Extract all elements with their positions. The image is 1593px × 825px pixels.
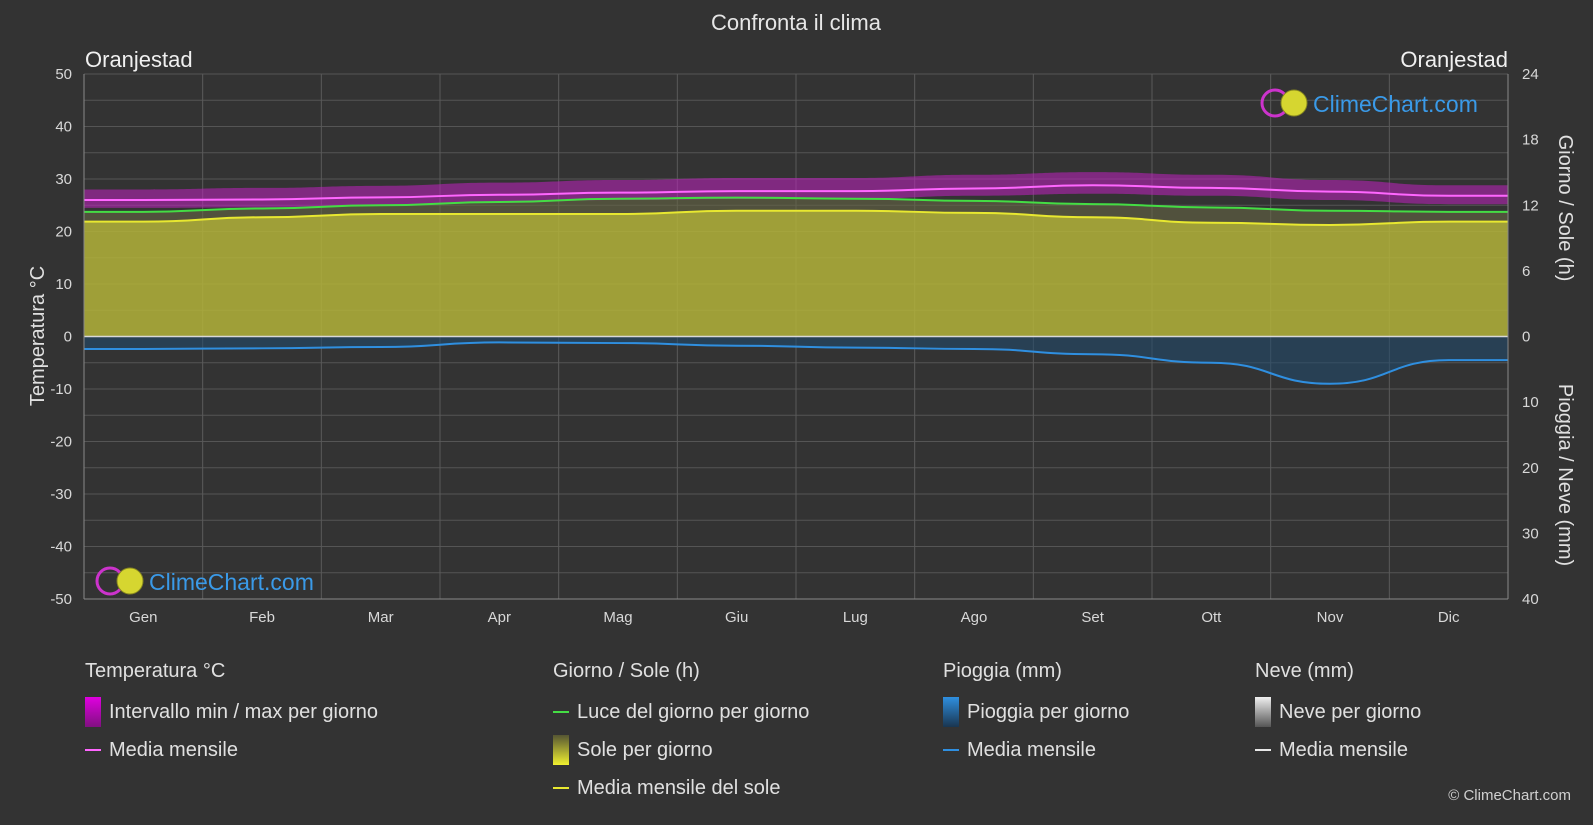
x-tick-label: Nov <box>1317 609 1344 626</box>
legend-rain-label: Pioggia per giorno <box>967 700 1130 723</box>
legend-rain-mean-label: Media mensile <box>967 738 1096 761</box>
y-right-bottom-tick-label: 30 <box>1522 525 1539 542</box>
temp-mean-line <box>84 184 1508 201</box>
legend-snow-mean-label: Media mensile <box>1279 738 1408 761</box>
rain-area <box>84 336 1508 384</box>
legend-temperature: Temperatura °C Intervallo min / max per … <box>85 660 378 773</box>
legend-temp-range: Intervallo min / max per giorno <box>85 697 378 727</box>
sunshine-swatch <box>553 735 569 765</box>
y-right-top-label: Giorno / Sole (h) <box>1554 135 1576 282</box>
y-left-tick-label: 30 <box>55 171 72 188</box>
y-right-bottom-tick-label: 10 <box>1522 394 1539 411</box>
legend-snow-title: Neve (mm) <box>1255 660 1354 682</box>
legend-sunshine-label: Sole per giorno <box>577 738 713 761</box>
logo-sun-icon <box>116 567 144 595</box>
temp-mean-swatch <box>85 749 101 751</box>
y-right-top-tick-label: 24 <box>1522 66 1539 83</box>
x-tick-label: Dic <box>1438 609 1460 626</box>
daylight-swatch <box>553 711 569 713</box>
x-tick-label: Feb <box>249 609 275 626</box>
snow-mean-swatch <box>1255 749 1271 751</box>
x-tick-label: Mag <box>603 609 632 626</box>
legend-temp-range-label: Intervallo min / max per giorno <box>109 700 379 723</box>
y-left-tick-label: 40 <box>55 119 72 136</box>
legend-temp-mean-label: Media mensile <box>109 738 238 761</box>
x-tick-label: Apr <box>488 609 511 626</box>
axes: 50 40 30 20 10 0 -10 -20 -30 -40 -50 24 18 12 6 0 10 20 30… <box>50 66 1538 626</box>
y-right-bottom-tick-label: 20 <box>1522 460 1539 477</box>
legend-daylight-label: Luce del giorno per giorno <box>577 700 810 723</box>
y-right-top-tick-label: 12 <box>1522 197 1539 214</box>
snow-swatch <box>1255 697 1271 727</box>
legend-temp-mean: Media mensile <box>85 735 378 765</box>
legend-snow-daily: Neve per giorno <box>1255 697 1421 727</box>
climate-chart: Confronta il clima Oranjestad Oranjestad… <box>27 10 1576 626</box>
legend-snow-mean: Media mensile <box>1255 735 1421 765</box>
legend-sunshine: Sole per giorno <box>553 735 809 765</box>
sunshine-area <box>84 210 1508 337</box>
legend-rain-daily: Pioggia per giorno <box>943 697 1129 727</box>
chart-title: Confronta il clima <box>711 10 882 35</box>
y-right-bottom-tick-label: 40 <box>1522 591 1539 608</box>
y-left-tick-label: -40 <box>50 539 72 556</box>
x-tick-label: Set <box>1081 609 1104 626</box>
x-tick-label: Ago <box>961 609 988 626</box>
legend-temp-title: Temperatura °C <box>85 660 226 682</box>
y-right-top-tick-label: 0 <box>1522 329 1530 346</box>
y-left-tick-label: 50 <box>55 66 72 83</box>
x-tick-label: Ott <box>1201 609 1222 626</box>
watermark-text-bottom: ClimeChart.com <box>149 569 314 595</box>
sun-mean-swatch <box>553 787 569 789</box>
y-right-bottom-label: Pioggia / Neve (mm) <box>1554 384 1576 566</box>
temp-range-swatch <box>85 697 101 727</box>
daylight-line <box>84 196 1508 213</box>
y-left-tick-label: -10 <box>50 381 72 398</box>
legend-sun: Giorno / Sole (h) Luce del giorno per gi… <box>553 660 809 811</box>
logo-sun-icon <box>1280 89 1308 117</box>
legend-rain: Pioggia (mm) Pioggia per giorno Media me… <box>943 660 1129 773</box>
plot-area <box>83 172 1508 385</box>
watermark-top: ClimeChart.com <box>1260 88 1478 118</box>
y-left-tick-label: 0 <box>64 329 72 346</box>
y-left-tick-label: -20 <box>50 434 72 451</box>
legend-rain-title: Pioggia (mm) <box>943 660 1062 682</box>
y-left-tick-label: -50 <box>50 591 72 608</box>
x-tick-label: Giu <box>725 609 748 626</box>
legend-rain-mean: Media mensile <box>943 735 1129 765</box>
location-right: Oranjestad <box>1400 47 1508 72</box>
x-tick-label: Lug <box>843 609 868 626</box>
watermark-text-top: ClimeChart.com <box>1313 91 1478 117</box>
legend-sun-title: Giorno / Sole (h) <box>553 660 700 682</box>
rain-mean-line <box>84 341 1508 385</box>
watermark-bottom: ClimeChart.com <box>95 566 314 596</box>
rain-swatch <box>943 697 959 727</box>
temp-range-band <box>84 172 1508 208</box>
legend-snow-label: Neve per giorno <box>1279 700 1422 723</box>
y-right-top-tick-label: 18 <box>1522 132 1539 149</box>
y-left-tick-label: -30 <box>50 486 72 503</box>
y-left-label: Temperatura °C <box>27 266 49 406</box>
legend-sun-mean: Media mensile del sole <box>553 773 809 803</box>
legend-snow: Neve (mm) Neve per giorno Media mensile <box>1255 660 1421 773</box>
x-tick-label: Mar <box>368 609 394 626</box>
legend-daylight: Luce del giorno per giorno <box>553 697 809 727</box>
sunshine-mean-line <box>83 209 1508 226</box>
rain-mean-swatch <box>943 749 959 751</box>
legend-sun-mean-label: Media mensile del sole <box>577 776 781 799</box>
location-left: Oranjestad <box>85 47 193 72</box>
copyright: © ClimeChart.com <box>1448 787 1571 804</box>
y-right-top-tick-label: 6 <box>1522 263 1530 280</box>
y-left-tick-label: 20 <box>55 224 72 241</box>
y-left-tick-label: 10 <box>55 276 72 293</box>
x-tick-label: Gen <box>129 609 157 626</box>
